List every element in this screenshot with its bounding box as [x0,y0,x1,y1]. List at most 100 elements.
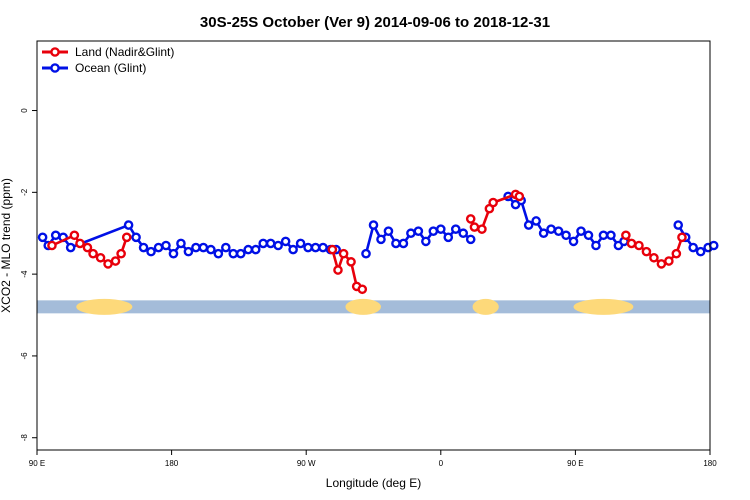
data-point [265,238,276,249]
data-point [583,230,594,241]
data-point [250,244,261,255]
data-point [138,242,149,253]
legend: Land (Nadir&Glint) Ocean (Glint) [42,45,174,75]
data-point [47,240,57,251]
data-point [591,240,601,251]
surface-type-band [37,298,710,315]
data-point [121,232,132,243]
y-tick-label: 0 [20,108,29,113]
x-tick-label: 90 W [297,459,316,468]
data-point [213,248,224,259]
data-point [568,236,579,247]
data-point [656,259,667,269]
data-point [131,232,141,243]
data-point [221,242,231,253]
legend-ocean-marker [50,63,60,73]
data-point [288,244,298,255]
data-point [598,230,609,241]
data-point [153,242,164,253]
data-point [110,256,121,266]
chart-title: 30S-25S October (Ver 9) 2014-09-06 to 20… [200,14,550,31]
data-point [488,197,498,208]
x-tick-label: 0 [439,459,444,468]
data-point [243,244,254,255]
data-point [88,248,98,259]
data-point [376,234,386,245]
y-tick-label: -4 [20,270,29,278]
data-point [146,246,156,257]
data-point [206,244,216,255]
data-point [65,242,76,253]
data-point [116,248,126,259]
data-point [465,234,476,245]
data-point [561,230,571,241]
series-ocean [37,191,719,259]
data-point [695,246,706,257]
data-point [677,232,687,243]
data-point [443,232,454,243]
land-band-segment-2 [472,298,499,315]
data-point [641,246,652,257]
data-point [318,242,328,253]
y-tick-label: -2 [20,188,29,196]
data-point [514,191,525,202]
data-point [338,248,349,259]
data-point [465,214,476,224]
data-point [303,242,313,253]
data-point [428,226,439,236]
data-point [103,259,113,269]
data-point [333,265,343,275]
land-band-segment-0 [76,298,133,315]
legend-land-marker [50,47,60,57]
data-point [161,240,171,251]
plot-frame [36,40,711,451]
x-axis: 90 E 180 90 W 0 90 E 180 [29,450,717,468]
data-point [50,230,61,241]
data-point [708,240,719,251]
data-point [82,242,93,253]
y-axis: 0 -2 -4 -6 -8 [20,108,37,442]
x-axis-label: Longitude (deg E) [326,476,421,490]
data-point [553,226,564,236]
data-point [258,238,269,249]
data-point [538,228,549,239]
legend-land-label: Land (Nadir&Glint) [75,45,174,59]
data-point [176,238,186,249]
data-point [546,224,556,234]
data-point [621,230,631,241]
y-tick-label: -8 [20,434,29,442]
data-point [75,238,85,249]
land-band-segment-3 [573,298,634,315]
data-point [523,220,534,230]
data-point [477,224,487,234]
data-point [183,246,194,257]
data-point [421,236,431,247]
data-point [406,228,416,239]
x-tick-label: 180 [165,459,179,468]
data-point [280,236,291,247]
y-tick-label: -6 [20,352,29,360]
data-point [295,238,306,249]
data-point [310,242,321,253]
data-point [391,238,401,249]
data-point [37,232,48,243]
data-point [273,240,283,251]
data-point [95,252,106,263]
data-point [69,230,80,241]
data-point [606,230,616,241]
data-point [664,256,674,266]
series-land [47,189,687,295]
y-axis-label: XCO2 - MLO trend (ppm) [0,178,13,313]
data-point [357,284,368,295]
data-point [123,220,134,230]
data-point [626,238,637,249]
land-band-segment-1 [345,298,381,315]
legend-entry-land: Land (Nadir&Glint) [42,45,174,59]
legend-entry-ocean: Ocean (Glint) [42,61,146,75]
data-point [361,248,371,259]
x-tick-label: 90 E [29,459,45,468]
data-point [673,220,684,230]
data-point [327,244,338,255]
data-point [634,240,644,251]
